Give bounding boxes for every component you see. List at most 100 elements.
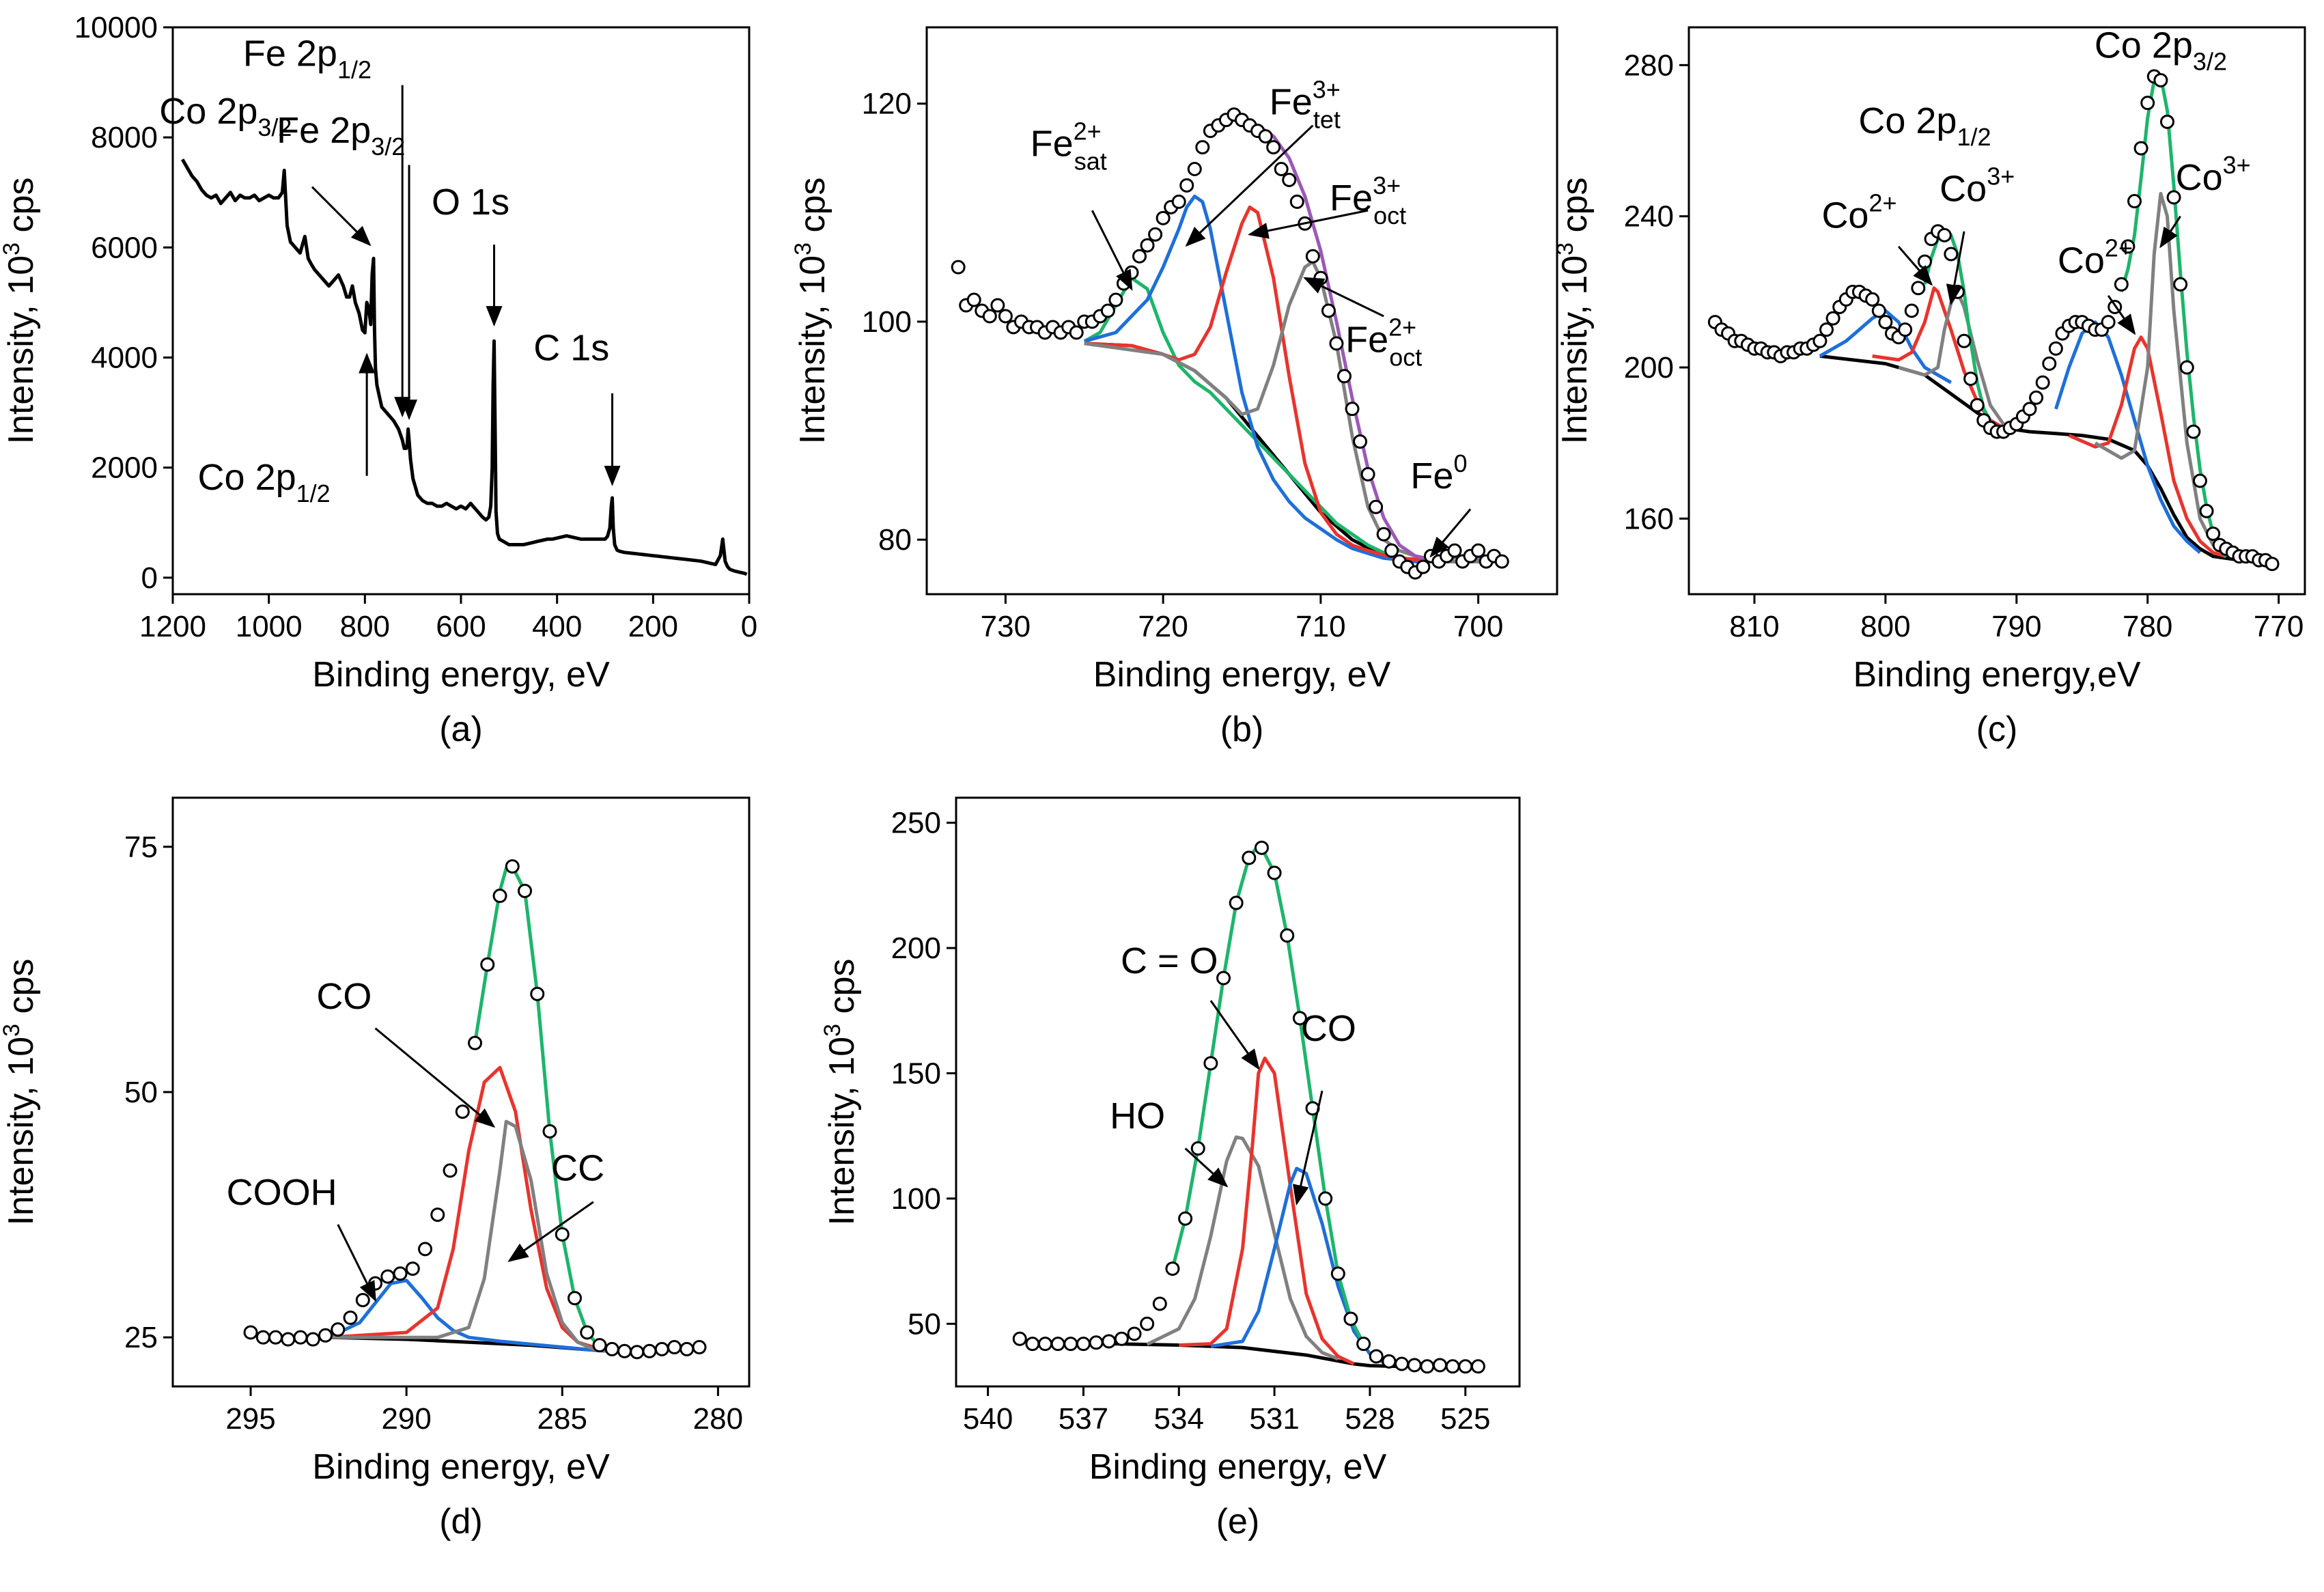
data-point bbox=[1329, 336, 1344, 351]
annotation-arrow bbox=[1248, 209, 1369, 239]
annotation-sub: tet bbox=[1313, 106, 1341, 134]
series-line-fit-1 bbox=[1146, 1135, 1339, 1361]
panel-label: (d) bbox=[439, 1502, 483, 1541]
data-point bbox=[580, 1325, 595, 1340]
data-point bbox=[1445, 1359, 1460, 1374]
x-tick-label: 790 bbox=[1991, 610, 2041, 643]
data-point bbox=[982, 309, 997, 324]
annotation-sub: oct bbox=[1373, 201, 1406, 229]
x-tick-label: 200 bbox=[628, 610, 678, 643]
annotation-sup: 2+ bbox=[1388, 313, 1416, 341]
x-tick-label: 295 bbox=[225, 1402, 275, 1436]
annotation-label: Co 2p3/2 bbox=[159, 91, 292, 141]
annotation-arrow bbox=[1292, 1090, 1324, 1206]
y-axis-title-tail: cps bbox=[1555, 178, 1595, 242]
annotation-sup: 0 bbox=[1453, 449, 1467, 477]
data-point bbox=[2186, 424, 2201, 439]
annotation-main: Fe 2p bbox=[243, 33, 337, 74]
x-tick-label: 285 bbox=[537, 1402, 587, 1436]
plot-area bbox=[1707, 69, 2280, 572]
data-point bbox=[1165, 1261, 1180, 1276]
data-point bbox=[1102, 1334, 1117, 1349]
data-point bbox=[1190, 1141, 1205, 1156]
y-axis-title-main: Intensity, 10 bbox=[1, 255, 41, 445]
data-point bbox=[1471, 543, 1486, 558]
panel-label: (e) bbox=[1216, 1502, 1260, 1541]
data-point bbox=[2048, 341, 2063, 356]
annotation-label: Fe3+ oct bbox=[1330, 171, 1406, 229]
data-point bbox=[592, 1338, 607, 1353]
data-point bbox=[468, 1035, 483, 1050]
annotation-label: Fe2+ oct bbox=[1345, 313, 1422, 372]
data-point bbox=[1494, 554, 1509, 569]
data-point bbox=[1313, 270, 1328, 285]
data-point bbox=[2159, 114, 2174, 129]
y-tick-label: 0 bbox=[141, 561, 158, 595]
annotation-arrow bbox=[1091, 210, 1133, 291]
x-tick-label: 710 bbox=[1296, 610, 1345, 643]
y-tick-label: 150 bbox=[891, 1057, 941, 1090]
annotation-label: C = O bbox=[1121, 940, 1218, 981]
data-point bbox=[1140, 238, 1155, 253]
annotation-main: Fe bbox=[1330, 178, 1373, 219]
annotation-main: Co bbox=[1940, 169, 1987, 210]
y-axis-title-sup: 3 bbox=[0, 242, 25, 255]
data-point bbox=[630, 1345, 645, 1360]
x-axis-title: Binding energy, eV bbox=[1093, 655, 1391, 695]
data-point bbox=[1369, 1349, 1384, 1364]
y-tick-label: 4000 bbox=[91, 341, 158, 374]
data-point bbox=[990, 298, 1005, 313]
data-point bbox=[305, 1332, 320, 1347]
data-point bbox=[555, 1227, 570, 1242]
plot-frame bbox=[171, 796, 751, 1388]
x-tick-label: 720 bbox=[1138, 610, 1188, 643]
data-point bbox=[1012, 1331, 1027, 1346]
data-point bbox=[604, 1341, 619, 1356]
y-axis-title: Intensity, 103 cps bbox=[0, 959, 41, 1226]
data-point bbox=[2140, 96, 2155, 111]
data-point bbox=[692, 1340, 707, 1355]
data-point bbox=[1330, 1266, 1345, 1281]
data-point bbox=[2173, 277, 2188, 292]
annotation-label: COOH bbox=[227, 1172, 337, 1213]
data-point bbox=[966, 292, 981, 307]
data-point bbox=[1376, 527, 1391, 542]
data-point bbox=[1152, 1296, 1167, 1311]
data-point bbox=[1395, 1356, 1410, 1371]
data-point bbox=[1254, 840, 1269, 855]
series-line-fit-1 bbox=[1083, 276, 1494, 563]
x-tick-label: 800 bbox=[1860, 610, 1910, 643]
data-point bbox=[393, 1266, 408, 1281]
plot-frame bbox=[1688, 26, 2306, 596]
data-point bbox=[1100, 303, 1115, 318]
data-point bbox=[542, 1123, 557, 1139]
panel-label: (c) bbox=[1976, 710, 2018, 749]
annotation-label: Fe2+ sat bbox=[1031, 117, 1107, 175]
y-axis-title-sup: 3 bbox=[1552, 242, 1578, 255]
data-point bbox=[667, 1340, 682, 1355]
data-point bbox=[1114, 1331, 1129, 1346]
annotation-main: Fe bbox=[1270, 82, 1313, 123]
y-axis-title-tail: cps bbox=[793, 178, 832, 242]
data-point bbox=[2120, 239, 2136, 254]
data-point bbox=[1416, 559, 1431, 574]
data-point bbox=[2042, 356, 2057, 371]
data-point bbox=[518, 883, 533, 898]
y-tick-label: 280 bbox=[1624, 48, 1674, 82]
y-axis-title: Intensity, 103 cps bbox=[1552, 178, 1595, 445]
annotation-arrow bbox=[374, 1027, 496, 1128]
annotation-main: Fe 2p bbox=[277, 110, 371, 151]
data-point bbox=[1038, 1337, 1053, 1352]
x-axis-title: Binding energy, eV bbox=[312, 655, 610, 695]
panel-label: (a) bbox=[439, 710, 483, 749]
data-point bbox=[2035, 375, 2050, 390]
x-tick-label: 525 bbox=[1440, 1402, 1490, 1436]
series-line-background bbox=[1035, 1342, 1402, 1369]
annotation-label: Co2+ bbox=[1821, 188, 1896, 236]
data-point bbox=[1229, 895, 1244, 910]
annotation-main: Co 2p bbox=[159, 91, 257, 132]
data-point bbox=[1127, 1326, 1142, 1341]
data-point bbox=[418, 1242, 433, 1257]
series-line-fit-4 bbox=[473, 865, 601, 1349]
y-axis-title-main: Intensity, 10 bbox=[1555, 255, 1595, 445]
